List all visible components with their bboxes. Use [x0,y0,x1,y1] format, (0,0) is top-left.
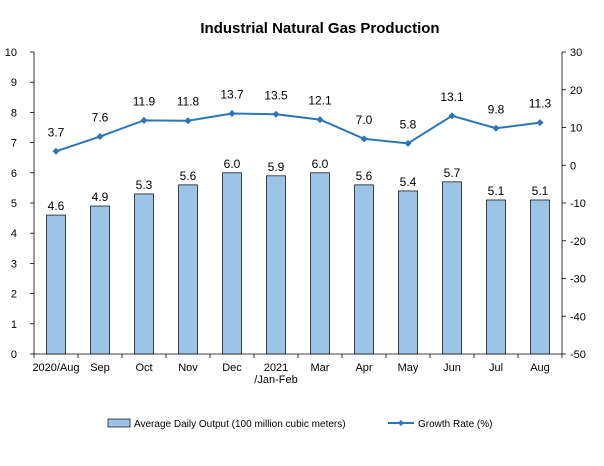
line-point [404,139,412,147]
legend-line-marker [398,420,404,426]
x-tick-label: Aug [530,362,550,374]
line-data-label: 12.1 [308,94,332,108]
bar [90,205,110,355]
bar [266,175,286,355]
line-point [184,117,192,125]
line-data-label: 11.8 [177,95,200,109]
x-tick-label: Jun [443,362,461,374]
x-tick-label: May [398,362,419,374]
y-right-tick-label: -10 [570,198,586,210]
y-left-tick-label: 10 [5,47,17,59]
line-point [448,112,456,120]
bar-data-label: 5.6 [180,169,197,183]
line-point [492,124,500,132]
y-right-tick-label: -50 [570,349,586,361]
line-point [316,116,324,124]
bar [486,199,506,355]
line-point [360,135,368,143]
x-tick-label: Sep [90,362,110,374]
y-left-tick-label: 3 [11,258,17,270]
bar [530,199,550,355]
legend: Average Daily Output (100 million cubic … [107,418,492,430]
x-tick-label: Jul [489,362,503,374]
y-right-tick-label: -30 [570,274,586,286]
line-point [96,133,104,141]
y-left-tick-label: 7 [11,138,17,150]
growth-line [55,112,541,153]
line-point [272,110,280,118]
y-left-tick-label: 9 [11,77,17,89]
y-right-tick-label: 30 [570,47,582,59]
line-data-label: 13.1 [440,90,464,104]
bar-data-label: 6.0 [224,157,241,171]
x-tick-label: 2021 [264,362,288,374]
y-left-tick-label: 8 [11,107,17,119]
bar [310,172,330,355]
bar-data-label: 5.1 [532,184,549,198]
y-right-tick-label: 10 [570,123,582,135]
bar-data-label: 5.7 [444,166,461,180]
x-tick-label: 2020/Aug [32,362,79,374]
bar [442,181,462,355]
bar [134,193,154,355]
legend-line-label: Growth Rate (%) [418,419,492,430]
line-data-label: 7.0 [356,113,373,127]
x-tick-label: Mar [311,362,330,374]
line-point [228,110,236,118]
bar-data-label: 5.6 [356,169,373,183]
line-data-label: 11.3 [529,97,552,111]
y-left-tick-label: 4 [11,228,17,240]
x-tick-label: Oct [135,362,152,374]
x-tick-label: /Jan-Feb [254,374,297,386]
bar [222,172,242,355]
y-left-tick-label: 1 [11,319,17,331]
y-left-tick-label: 6 [11,168,17,180]
x-tick-label: Apr [355,362,372,374]
bar [178,184,198,355]
line-point [140,116,148,124]
bar-data-label: 4.9 [92,190,109,204]
plot-area: 0 1 2 3 4 5 6 7 8 9 10 -50 -40 -30 -20 -10 0 10 20 30 2020/A… [5,47,586,386]
y-left-tick-label: 2 [11,289,17,301]
bar [398,190,418,355]
x-tick-label: Nov [178,362,198,374]
bar-data-label: 5.1 [488,184,505,198]
bar [46,214,66,355]
line-data-label: 7.6 [92,111,109,125]
line-point [536,119,544,127]
line-data-label: 13.7 [220,88,244,102]
x-tick-label: Dec [222,362,242,374]
bar-data-label: 5.3 [136,178,153,192]
bar-data-label: 6.0 [312,157,329,171]
y-right-tick-label: -20 [570,236,586,248]
line-data-label: 3.7 [48,125,65,139]
bar [354,184,374,355]
line-data-label: 5.8 [400,117,417,131]
y-left-tick-label: 0 [11,349,17,361]
y-right-tick-label: 20 [570,85,582,97]
line-data-label: 13.5 [264,88,288,102]
line-point [52,147,60,155]
chart-title: Industrial Natural Gas Production [200,20,439,37]
legend-bar-label: Average Daily Output (100 million cubic … [134,419,346,430]
bar-data-label: 4.6 [48,199,65,213]
bar-data-label: 5.9 [268,160,285,174]
y-right-tick-label: -40 [570,311,586,323]
legend-bar-swatch [107,418,131,428]
y-right-tick-label: 0 [570,160,576,172]
bar-data-label: 5.4 [400,175,417,189]
line-data-label: 11.9 [133,94,156,108]
line-data-label: 9.8 [488,102,505,116]
y-left-tick-label: 5 [11,198,17,210]
